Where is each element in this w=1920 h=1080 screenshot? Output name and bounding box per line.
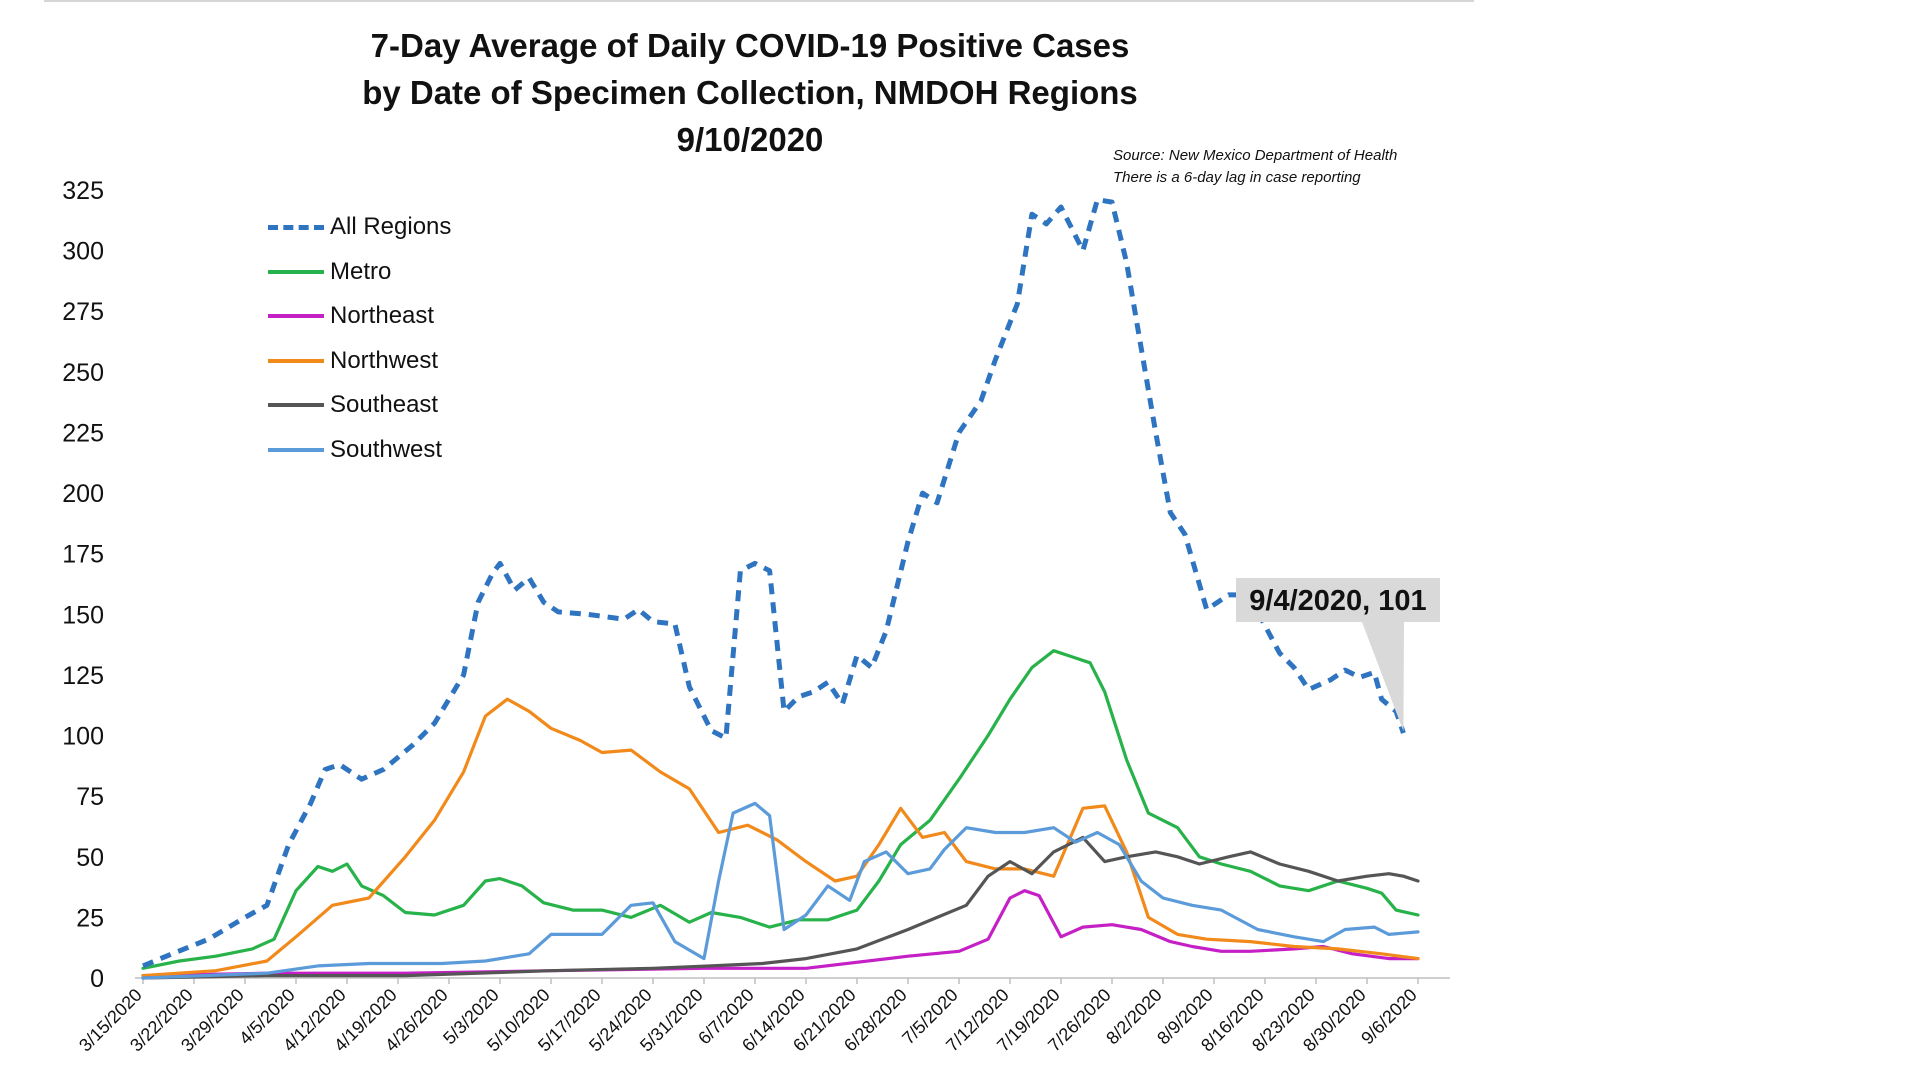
y-tick-label: 125 — [62, 662, 104, 690]
legend-label: Southeast — [330, 391, 439, 418]
callout-pointer — [1362, 622, 1404, 732]
legend-item-northwest: Northwest — [268, 346, 438, 376]
top-divider — [44, 0, 1474, 2]
legend-label: Northeast — [330, 302, 435, 329]
x-axis: 3/15/20203/22/20203/29/20204/5/20204/12/… — [75, 978, 1421, 1055]
y-tick-label: 200 — [62, 480, 104, 508]
callout-box — [1236, 578, 1440, 622]
y-tick-label: 75 — [76, 783, 104, 811]
series-line-northeast — [141, 889, 1420, 978]
x-tick-label: 9/6/2020 — [1357, 985, 1421, 1049]
legend-label: Metro — [330, 257, 392, 285]
legend-item-all-regions: All Regions — [268, 212, 451, 242]
x-tick-label: 8/2/2020 — [1102, 985, 1166, 1049]
y-tick-label: 250 — [62, 359, 104, 387]
y-tick-label: 50 — [76, 844, 104, 872]
legend-label: Northwest — [330, 346, 439, 374]
source-note-line-1: Source: New Mexico Department of Health — [1113, 147, 1398, 164]
series-line-northwest — [141, 697, 1420, 978]
legend-item-southwest: Southwest — [268, 435, 442, 465]
legend-item-metro: Metro — [268, 257, 391, 287]
chart-title: 7-Day Average of Daily COVID-19 Positive… — [250, 22, 1250, 163]
chart-title-line-2: by Date of Specimen Collection, NMDOH Re… — [362, 74, 1138, 111]
y-tick-label: 100 — [62, 723, 104, 751]
legend-swatch — [268, 314, 324, 318]
chart-title-line-1: 7-Day Average of Daily COVID-19 Positive… — [370, 27, 1130, 64]
legend-label: All Regions — [330, 213, 452, 240]
y-tick-label: 175 — [62, 541, 104, 569]
series-line-southeast — [141, 835, 1420, 980]
source-note: Source: New Mexico Department of Health … — [1113, 145, 1397, 189]
y-tick-label: 150 — [62, 601, 104, 629]
legend-item-southeast: Southeast — [268, 390, 438, 420]
y-tick-label: 300 — [62, 238, 104, 266]
legend-item-northeast: Northeast — [268, 301, 434, 331]
legend-swatch — [268, 224, 324, 230]
legend-label: Southwest — [330, 435, 443, 463]
legend-swatch — [268, 447, 324, 452]
series-line-all-regions — [142, 197, 1406, 969]
data-callout: 9/4/2020, 101 — [1236, 578, 1440, 732]
y-tick-label: 275 — [62, 298, 104, 326]
y-tick-label: 325 — [62, 177, 104, 205]
legend-swatch — [268, 358, 324, 363]
series-line-southwest — [141, 801, 1420, 980]
legend-swatch — [268, 403, 324, 407]
y-axis: 0 25 50 75 100 125 150 175 200 225 250 275 300 325 — [62, 177, 104, 993]
source-note-line-2: There is a 6-day lag in case reporting — [1113, 169, 1361, 186]
y-tick-label: 225 — [62, 419, 104, 447]
chart-title-line-3: 9/10/2020 — [676, 121, 824, 158]
callout-label: 9/4/2020, 101 — [1249, 585, 1426, 617]
y-tick-label: 25 — [76, 904, 104, 932]
legend-swatch — [268, 269, 324, 274]
y-tick-label: 0 — [90, 965, 104, 993]
